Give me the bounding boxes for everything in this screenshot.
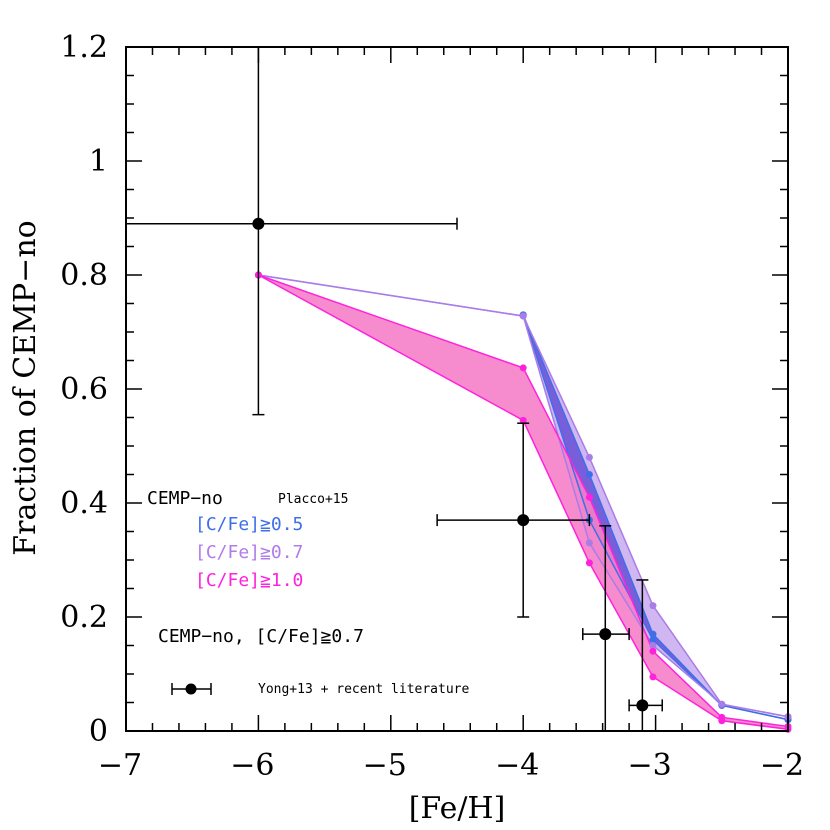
point-cfe07-lower bbox=[718, 700, 726, 708]
x-tick-label: −5 bbox=[363, 748, 407, 783]
x-tick-label: −4 bbox=[495, 748, 539, 783]
y-tick-label: 0.8 bbox=[60, 258, 108, 293]
point-cfe07-lower bbox=[519, 312, 527, 320]
model-lines bbox=[258, 274, 789, 731]
point-cfe07-upper bbox=[649, 602, 657, 610]
point-cfe05-upper bbox=[585, 471, 593, 478]
legend-entry-cfe10: [C/Fe]≧1.0 bbox=[195, 570, 303, 591]
observation bbox=[125, 46, 458, 416]
y-tick-label: 0.2 bbox=[60, 600, 108, 635]
legend-obs-marker bbox=[171, 683, 212, 695]
x-tick-label: −3 bbox=[627, 748, 671, 783]
point-cfe10-lower bbox=[519, 416, 527, 424]
legend-entry-cfe05: [C/Fe]≧0.5 bbox=[195, 514, 303, 535]
x-tick-label: −7 bbox=[98, 748, 142, 783]
point-cfe05-upper bbox=[649, 630, 657, 638]
axis-ticks bbox=[125, 46, 788, 732]
line-cfe10-lower bbox=[258, 274, 789, 731]
point-cfe10-lower bbox=[718, 717, 726, 725]
y-tick-labels: 0 0.2 0.4 0.6 0.8 1 1.2 bbox=[60, 30, 108, 749]
observation-point bbox=[636, 699, 649, 712]
y-tick-label: 0.4 bbox=[60, 486, 108, 521]
observation-point bbox=[252, 217, 265, 230]
legend: CEMP−no Placco+15 [C/Fe]≧0.5 [C/Fe]≧0.7 … bbox=[147, 488, 469, 697]
y-tick-label: 0 bbox=[89, 714, 108, 749]
y-tick-label: 1.2 bbox=[60, 30, 108, 65]
point-cfe10-lower bbox=[649, 673, 657, 681]
point-cfe10-upper bbox=[585, 493, 593, 501]
point-cfe10-upper bbox=[649, 647, 657, 655]
line-cfe10-upper bbox=[258, 274, 789, 728]
point-cfe10-upper bbox=[519, 364, 527, 372]
point-cfe07-lower bbox=[585, 539, 593, 547]
observation bbox=[436, 422, 591, 618]
legend-entry-cfe07: [C/Fe]≧0.7 bbox=[195, 542, 303, 563]
point-cfe07-upper bbox=[585, 453, 593, 461]
point-cfe07-lower bbox=[649, 642, 657, 649]
observation-point bbox=[599, 628, 612, 641]
y-tick-label: 1 bbox=[89, 144, 108, 179]
x-tick-label: −6 bbox=[230, 748, 274, 783]
legend-title: CEMP−no bbox=[147, 488, 223, 509]
point-cfe10-lower bbox=[585, 559, 593, 567]
model-points bbox=[254, 271, 792, 733]
x-tick-labels: −7 −6 −5 −4 −3 −2 bbox=[98, 748, 804, 783]
observation-point bbox=[517, 514, 530, 527]
x-tick-label: −2 bbox=[760, 748, 804, 783]
point-cfe05-lower bbox=[649, 636, 657, 644]
x-axis-title: [Fe/H] bbox=[409, 791, 506, 826]
legend-title-note: Placco+15 bbox=[278, 492, 348, 507]
y-tick-label: 0.6 bbox=[60, 372, 108, 407]
legend-obs-title: CEMP−no, [C/Fe]≧0.7 bbox=[158, 626, 364, 647]
legend-obs-label: Yong+13 + recent literature bbox=[258, 682, 469, 697]
y-axis-title: Fraction of CEMP−no bbox=[8, 220, 43, 555]
line-cfe07-lower bbox=[258, 274, 789, 718]
